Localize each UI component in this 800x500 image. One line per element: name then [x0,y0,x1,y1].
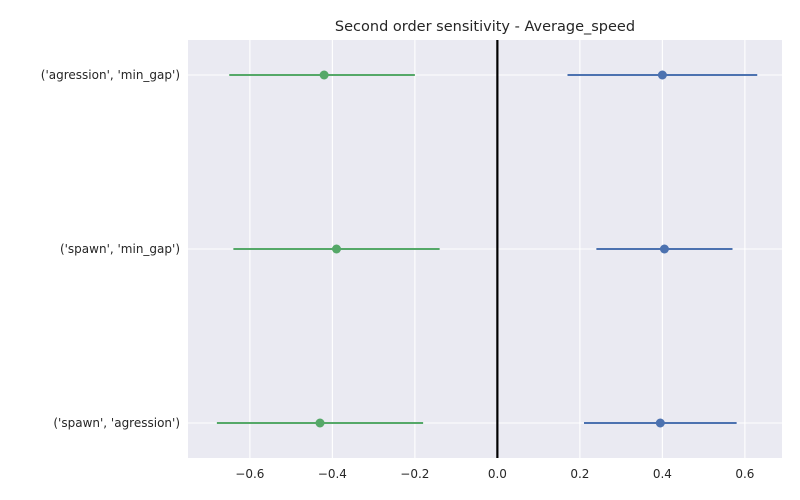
data-point [315,418,325,428]
x-tick-label: 0.2 [570,467,589,481]
x-tick-label: 0.4 [653,467,672,481]
chart-title: Second order sensitivity - Average_speed [335,19,635,35]
data-point [659,244,669,254]
x-tick-label: −0.6 [235,467,264,481]
data-point [657,70,667,80]
series-group [216,70,758,428]
x-tick-label: 0.0 [488,467,507,481]
x-tick-label: 0.6 [735,467,754,481]
data-point [319,70,329,80]
y-tick-label: ('spawn', 'min_gap') [60,242,180,256]
x-tick-label: −0.2 [400,467,429,481]
y-tick-label: ('agression', 'min_gap') [41,68,180,82]
data-point [655,418,665,428]
x-tick-label: −0.4 [318,467,347,481]
x-tick-labels: −0.6 −0.4 −0.2 0.0 0.2 0.4 0.6 [235,467,754,481]
data-point [332,244,341,254]
y-tick-labels: ('agression', 'min_gap') ('spawn', 'min_g… [41,68,180,430]
y-tick-label: ('spawn', 'agression') [53,416,180,430]
